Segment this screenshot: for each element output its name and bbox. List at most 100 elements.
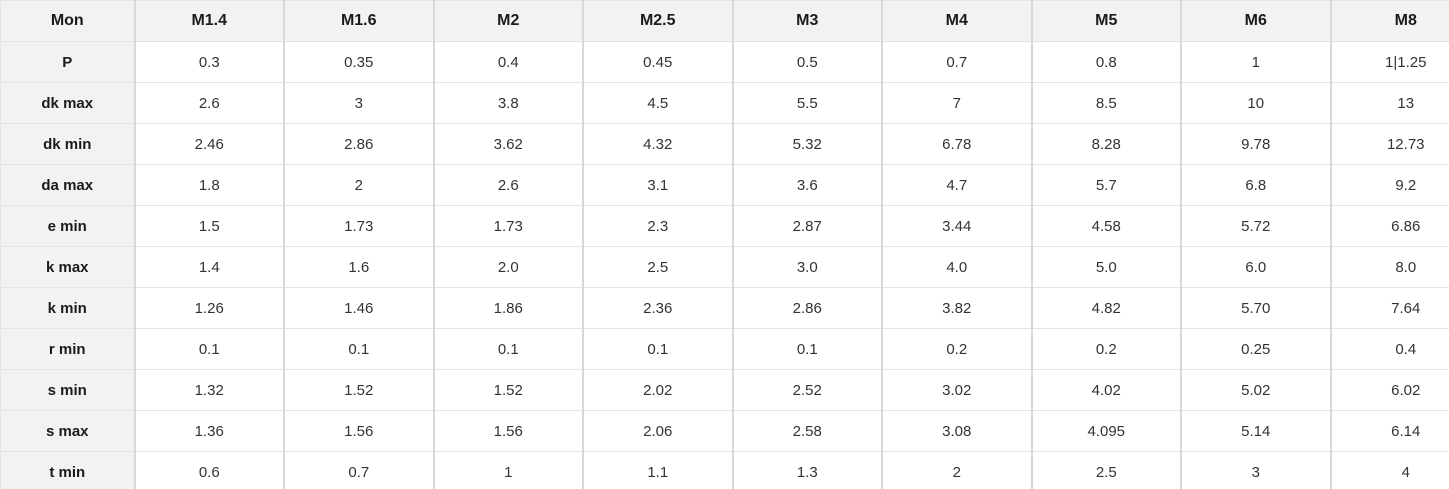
value-cell: 4 bbox=[1329, 451, 1449, 489]
value-cell: 3.8 bbox=[432, 82, 583, 124]
value-cell: 3.08 bbox=[881, 410, 1032, 452]
value-cell: 8.28 bbox=[1030, 123, 1181, 165]
value-cell: 4.82 bbox=[1030, 287, 1181, 329]
value-cell: 4.58 bbox=[1030, 205, 1181, 247]
value-cell: 4.5 bbox=[582, 82, 733, 124]
value-cell: 4.0 bbox=[881, 246, 1032, 288]
table-row: r min 0.1 0.1 0.1 0.1 0.1 0.2 0.2 0.25 0.4 bbox=[0, 328, 1449, 370]
value-cell: 0.1 bbox=[133, 328, 284, 370]
value-cell: 2.3 bbox=[582, 205, 733, 247]
row-label-cell: dk max bbox=[0, 82, 135, 124]
value-cell: 1.73 bbox=[283, 205, 434, 247]
value-cell: 2.46 bbox=[133, 123, 284, 165]
value-cell: 2.6 bbox=[133, 82, 284, 124]
value-cell: 3.82 bbox=[881, 287, 1032, 329]
value-cell: 1.86 bbox=[432, 287, 583, 329]
value-cell: 1.52 bbox=[283, 369, 434, 411]
value-cell: 1.32 bbox=[133, 369, 284, 411]
column-header-cell: M3 bbox=[731, 0, 882, 42]
value-cell: 5.14 bbox=[1180, 410, 1331, 452]
value-cell: 10 bbox=[1180, 82, 1331, 124]
corner-header-cell: Mon bbox=[0, 0, 135, 42]
value-cell: 1.6 bbox=[283, 246, 434, 288]
value-cell: 3.6 bbox=[731, 164, 882, 206]
row-label-cell: t min bbox=[0, 451, 135, 489]
value-cell: 1.36 bbox=[133, 410, 284, 452]
value-cell: 2.5 bbox=[582, 246, 733, 288]
value-cell: 2.87 bbox=[731, 205, 882, 247]
value-cell: 6.8 bbox=[1180, 164, 1331, 206]
table-row: k max 1.4 1.6 2.0 2.5 3.0 4.0 5.0 6.0 8.0 bbox=[0, 246, 1449, 288]
value-cell: 1.56 bbox=[283, 410, 434, 452]
column-header-cell: M8 bbox=[1329, 0, 1449, 42]
column-header-cell: M2 bbox=[432, 0, 583, 42]
value-cell: 1.4 bbox=[133, 246, 284, 288]
value-cell: 1.56 bbox=[432, 410, 583, 452]
table-row: k min 1.26 1.46 1.86 2.36 2.86 3.82 4.82 5.70 7.6… bbox=[0, 287, 1449, 329]
value-cell: 1.46 bbox=[283, 287, 434, 329]
value-cell: 2.02 bbox=[582, 369, 733, 411]
value-cell: 0.25 bbox=[1180, 328, 1331, 370]
value-cell: 0.8 bbox=[1030, 41, 1181, 83]
value-cell: 5.70 bbox=[1180, 287, 1331, 329]
row-label-cell: r min bbox=[0, 328, 135, 370]
value-cell: 0.45 bbox=[582, 41, 733, 83]
value-cell: 4.095 bbox=[1030, 410, 1181, 452]
row-label-cell: k max bbox=[0, 246, 135, 288]
value-cell: 5.5 bbox=[731, 82, 882, 124]
value-cell: 2.5 bbox=[1030, 451, 1181, 489]
table-row: dk max 2.6 3 3.8 4.5 5.5 7 8.5 10 13 bbox=[0, 82, 1449, 124]
column-header-cell: M1.6 bbox=[283, 0, 434, 42]
value-cell: 3.0 bbox=[731, 246, 882, 288]
value-cell: 3.1 bbox=[582, 164, 733, 206]
value-cell: 5.72 bbox=[1180, 205, 1331, 247]
table-body: P 0.3 0.35 0.4 0.45 0.5 0.7 0.8 1 1|1.25 dk max 2.6… bbox=[0, 41, 1449, 489]
row-label-cell: P bbox=[0, 41, 135, 83]
value-cell: 3 bbox=[283, 82, 434, 124]
value-cell: 7.64 bbox=[1329, 287, 1449, 329]
value-cell: 2 bbox=[881, 451, 1032, 489]
value-cell: 1 bbox=[432, 451, 583, 489]
value-cell: 4.7 bbox=[881, 164, 1032, 206]
value-cell: 1.3 bbox=[731, 451, 882, 489]
row-label-cell: dk min bbox=[0, 123, 135, 165]
value-cell: 4.32 bbox=[582, 123, 733, 165]
value-cell: 2.6 bbox=[432, 164, 583, 206]
value-cell: 12.73 bbox=[1329, 123, 1449, 165]
value-cell: 8.0 bbox=[1329, 246, 1449, 288]
table-row: P 0.3 0.35 0.4 0.45 0.5 0.7 0.8 1 1|1.25 bbox=[0, 41, 1449, 83]
value-cell: 0.4 bbox=[1329, 328, 1449, 370]
value-cell: 8.5 bbox=[1030, 82, 1181, 124]
value-cell: 2.06 bbox=[582, 410, 733, 452]
value-cell: 0.4 bbox=[432, 41, 583, 83]
value-cell: 5.0 bbox=[1030, 246, 1181, 288]
value-cell: 0.5 bbox=[731, 41, 882, 83]
column-header-cell: M6 bbox=[1180, 0, 1331, 42]
column-header-cell: M5 bbox=[1030, 0, 1181, 42]
value-cell: 1.26 bbox=[133, 287, 284, 329]
value-cell: 0.1 bbox=[432, 328, 583, 370]
value-cell: 0.3 bbox=[133, 41, 284, 83]
value-cell: 1 bbox=[1180, 41, 1331, 83]
value-cell: 0.1 bbox=[582, 328, 733, 370]
value-cell: 0.1 bbox=[731, 328, 882, 370]
value-cell: 13 bbox=[1329, 82, 1449, 124]
column-header-cell: M4 bbox=[881, 0, 1032, 42]
table-row: s max 1.36 1.56 1.56 2.06 2.58 3.08 4.095 5.14 6.… bbox=[0, 410, 1449, 452]
column-header-cell: M1.4 bbox=[133, 0, 284, 42]
value-cell: 0.6 bbox=[133, 451, 284, 489]
row-label-cell: k min bbox=[0, 287, 135, 329]
value-cell: 0.2 bbox=[1030, 328, 1181, 370]
table-row: e min 1.5 1.73 1.73 2.3 2.87 3.44 4.58 5.72 6.86 bbox=[0, 205, 1449, 247]
table-row: da max 1.8 2 2.6 3.1 3.6 4.7 5.7 6.8 9.2 bbox=[0, 164, 1449, 206]
value-cell: 0.35 bbox=[283, 41, 434, 83]
value-cell: 6.02 bbox=[1329, 369, 1449, 411]
row-label-cell: da max bbox=[0, 164, 135, 206]
table-row: s min 1.32 1.52 1.52 2.02 2.52 3.02 4.02 5.02 6.0… bbox=[0, 369, 1449, 411]
value-cell: 1.1 bbox=[582, 451, 733, 489]
column-header-cell: M2.5 bbox=[582, 0, 733, 42]
row-label-cell: e min bbox=[0, 205, 135, 247]
value-cell: 5.7 bbox=[1030, 164, 1181, 206]
